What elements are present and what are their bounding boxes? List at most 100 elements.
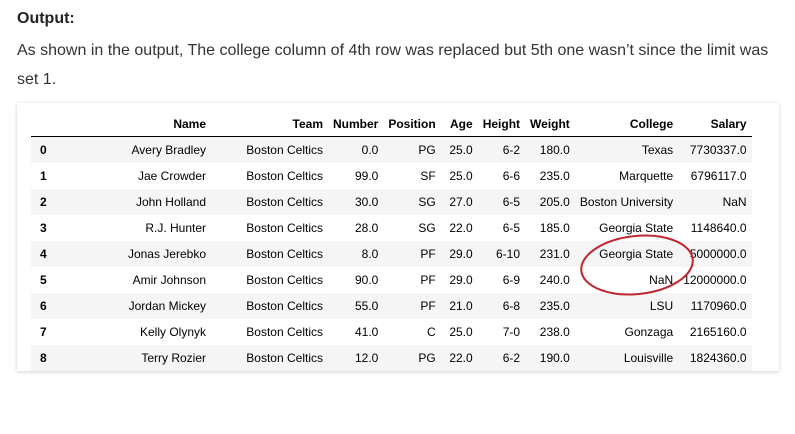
cell-salary: 12000000.0 bbox=[683, 273, 747, 287]
cell-salary: 1824360.0 bbox=[689, 351, 747, 365]
table-row: 6 Jordan Mickey Boston Celtics 55.0 PF 2… bbox=[31, 293, 752, 319]
column-header bbox=[31, 113, 95, 137]
table-row: 4 Jonas Jerebko Boston Celtics 8.0 PF 29… bbox=[31, 241, 752, 267]
header-row: Name Team Number Position Age Height Wei… bbox=[31, 113, 752, 137]
cell-weight: 235.0 bbox=[539, 169, 570, 183]
cell-number: 55.0 bbox=[354, 299, 379, 313]
cell-college: Texas bbox=[641, 143, 674, 157]
cell-height: 6-2 bbox=[502, 351, 521, 365]
cell-team: Boston Celtics bbox=[246, 325, 323, 339]
cell-position: PG bbox=[418, 351, 436, 365]
cell-age: 27.0 bbox=[449, 195, 473, 209]
cell-height: 6-5 bbox=[502, 195, 521, 209]
dataframe-table: Name Team Number Position Age Height Wei… bbox=[31, 113, 752, 371]
column-header: Age bbox=[440, 113, 478, 137]
column-header: Name bbox=[95, 113, 211, 137]
row-index: 2 bbox=[40, 195, 47, 209]
cell-weight: 238.0 bbox=[539, 325, 570, 339]
cell-team: Boston Celtics bbox=[246, 273, 323, 287]
cell-height: 6-5 bbox=[502, 221, 521, 235]
cell-number: 0.0 bbox=[361, 143, 379, 157]
column-header: Position bbox=[383, 113, 441, 137]
cell-height: 6-10 bbox=[496, 247, 521, 261]
cell-weight: 180.0 bbox=[539, 143, 570, 157]
cell-salary: 1148640.0 bbox=[690, 221, 747, 235]
cell-college: Georgia State bbox=[599, 221, 674, 235]
table-row: 0 Avery Bradley Boston Celtics 0.0 PG 25… bbox=[31, 136, 752, 163]
cell-name: John Holland bbox=[135, 195, 206, 209]
column-header: Salary bbox=[678, 113, 752, 137]
dataframe-output: Name Team Number Position Age Height Wei… bbox=[17, 103, 779, 371]
cell-college: NaN bbox=[649, 273, 674, 287]
cell-weight: 205.0 bbox=[539, 195, 570, 209]
table-row: 3 R.J. Hunter Boston Celtics 28.0 SG 22.… bbox=[31, 215, 752, 241]
column-header: Team bbox=[211, 113, 328, 137]
cell-weight: 235.0 bbox=[539, 299, 570, 313]
row-index: 8 bbox=[40, 351, 47, 365]
cell-team: Boston Celtics bbox=[246, 169, 323, 183]
cell-name: Jordan Mickey bbox=[128, 299, 206, 313]
cell-college: Louisville bbox=[623, 351, 674, 365]
table-row: 7 Kelly Olynyk Boston Celtics 41.0 C 25.… bbox=[31, 319, 752, 345]
cell-weight: 240.0 bbox=[539, 273, 570, 287]
cell-number: 8.0 bbox=[361, 247, 379, 261]
cell-height: 6-8 bbox=[502, 299, 521, 313]
cell-team: Boston Celtics bbox=[246, 299, 323, 313]
cell-age: 29.0 bbox=[449, 247, 473, 261]
cell-age: 25.0 bbox=[449, 143, 473, 157]
cell-number: 41.0 bbox=[354, 325, 379, 339]
cell-name: Amir Johnson bbox=[132, 273, 206, 287]
cell-position: PF bbox=[420, 273, 436, 287]
row-index: 0 bbox=[40, 143, 47, 157]
table-row: 5 Amir Johnson Boston Celtics 90.0 PF 29… bbox=[31, 267, 752, 293]
table-row: 8 Terry Rozier Boston Celtics 12.0 PG 22… bbox=[31, 345, 752, 371]
cell-name: Jae Crowder bbox=[137, 169, 206, 183]
row-index: 6 bbox=[40, 299, 47, 313]
cell-weight: 185.0 bbox=[539, 221, 570, 235]
cell-team: Boston Celtics bbox=[246, 247, 323, 261]
table-row: 2 John Holland Boston Celtics 30.0 SG 27… bbox=[31, 189, 752, 215]
output-heading: Output: bbox=[17, 10, 75, 27]
cell-age: 25.0 bbox=[449, 325, 473, 339]
cell-college: Boston University bbox=[579, 195, 674, 209]
cell-height: 6-9 bbox=[502, 273, 521, 287]
cell-name: Kelly Olynyk bbox=[139, 325, 206, 339]
cell-team: Boston Celtics bbox=[246, 351, 323, 365]
cell-height: 7-0 bbox=[502, 325, 521, 339]
cell-age: 22.0 bbox=[449, 351, 473, 365]
cell-salary: 5000000.0 bbox=[689, 247, 747, 261]
cell-salary: 1170960.0 bbox=[690, 299, 747, 313]
cell-salary: 6796117.0 bbox=[690, 169, 747, 183]
cell-college: Marquette bbox=[619, 169, 674, 183]
cell-age: 21.0 bbox=[449, 299, 473, 313]
cell-position: PF bbox=[420, 299, 436, 313]
cell-team: Boston Celtics bbox=[246, 195, 323, 209]
cell-height: 6-6 bbox=[502, 169, 521, 183]
cell-position: PF bbox=[420, 247, 436, 261]
cell-college: Gonzaga bbox=[624, 325, 674, 339]
cell-salary: 2165160.0 bbox=[689, 325, 747, 339]
row-index: 7 bbox=[40, 325, 47, 339]
column-header: Weight bbox=[525, 113, 575, 137]
cell-weight: 190.0 bbox=[539, 351, 570, 365]
cell-age: 22.0 bbox=[449, 221, 473, 235]
cell-college: Georgia State bbox=[599, 247, 674, 261]
cell-name: R.J. Hunter bbox=[145, 221, 206, 235]
cell-position: SG bbox=[418, 221, 436, 235]
table-row: 1 Jae Crowder Boston Celtics 99.0 SF 25.… bbox=[31, 163, 752, 189]
cell-weight: 231.0 bbox=[539, 247, 570, 261]
column-header: Height bbox=[477, 113, 526, 137]
row-index: 4 bbox=[40, 247, 47, 261]
cell-team: Boston Celtics bbox=[246, 143, 323, 157]
cell-position: SF bbox=[420, 169, 436, 183]
cell-name: Avery Bradley bbox=[131, 143, 206, 157]
cell-position: C bbox=[427, 325, 436, 339]
cell-number: 90.0 bbox=[354, 273, 379, 287]
cell-salary: 7730337.0 bbox=[689, 143, 747, 157]
column-header: College bbox=[574, 113, 679, 137]
cell-position: PG bbox=[418, 143, 436, 157]
cell-height: 6-2 bbox=[502, 143, 521, 157]
cell-team: Boston Celtics bbox=[246, 221, 323, 235]
cell-position: SG bbox=[418, 195, 436, 209]
cell-age: 25.0 bbox=[449, 169, 473, 183]
